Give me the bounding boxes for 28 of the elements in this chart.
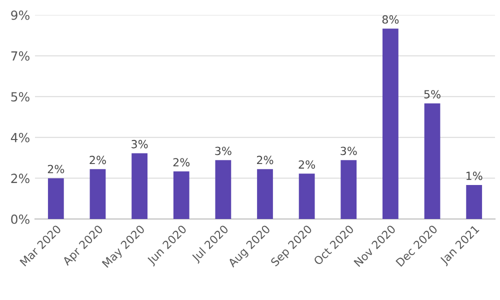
data-label: 8%	[382, 15, 399, 24]
data-label: 2%	[173, 158, 190, 166]
y-tick-label: 7%	[11, 51, 30, 61]
y-tick-label: 4%	[10, 132, 30, 142]
y-tick-label: 0%	[11, 214, 30, 224]
data-label: 2%	[90, 156, 106, 164]
data-label: 3%	[215, 146, 232, 156]
y-tick-label: 5%	[11, 92, 30, 102]
bar	[48, 178, 64, 219]
bar	[466, 185, 482, 219]
data-label: 2%	[298, 160, 316, 169]
data-label: 5%	[424, 90, 440, 98]
bar	[173, 171, 190, 219]
y-tick-label: 2%	[11, 174, 30, 184]
data-label: 3%	[340, 146, 357, 156]
bar	[424, 103, 440, 219]
bar	[257, 169, 273, 219]
data-label: 3%	[132, 140, 148, 148]
y-tick-label: 9%	[11, 10, 30, 20]
bar	[382, 28, 398, 219]
data-label: 2%	[48, 164, 64, 174]
bar	[298, 174, 315, 219]
bar	[132, 153, 148, 219]
bar	[215, 160, 232, 219]
data-label: 2%	[257, 156, 274, 164]
bar	[90, 169, 106, 219]
bar	[340, 160, 357, 219]
data-label: 1%	[466, 172, 482, 180]
